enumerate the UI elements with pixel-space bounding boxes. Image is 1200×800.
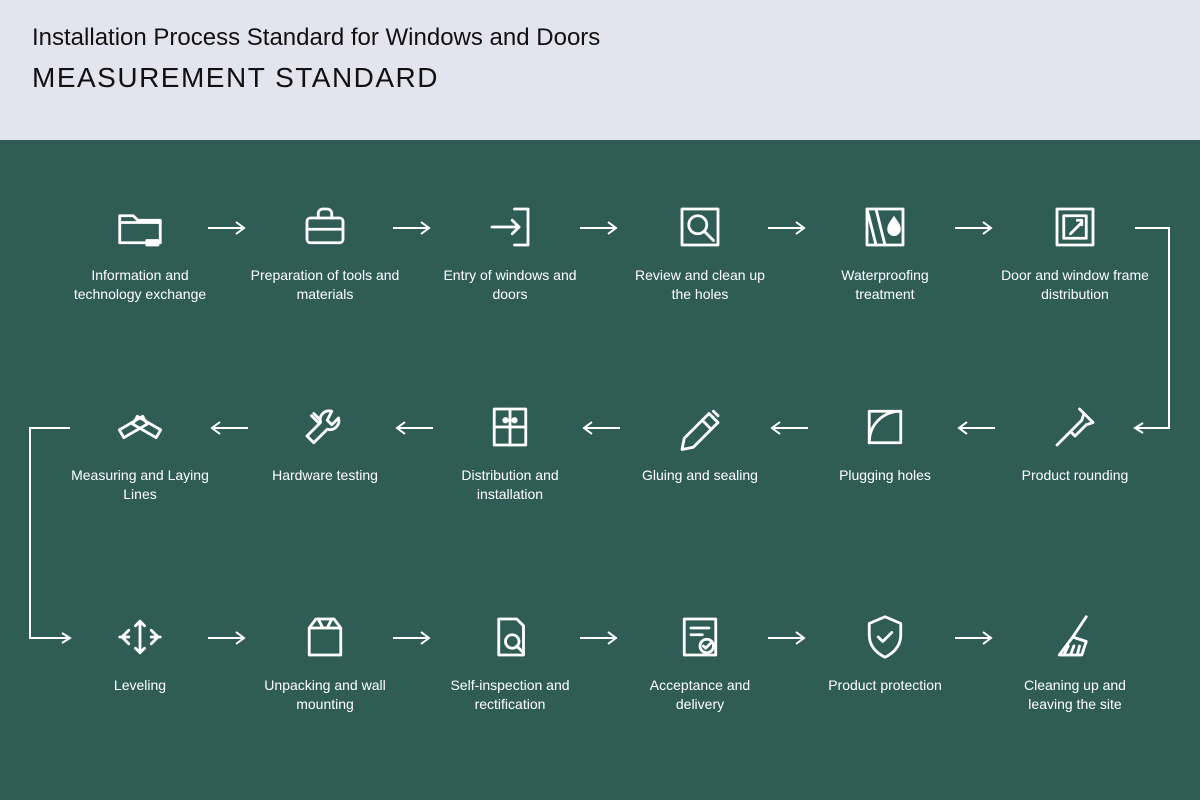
page-title: Installation Process Standard for Window… [32, 24, 1168, 52]
page-subtitle: MEASUREMENT STANDARD [32, 62, 1168, 94]
row-connector-left [0, 140, 1200, 800]
header: Installation Process Standard for Window… [0, 0, 1200, 140]
process-flowchart: Information and technology exchangePrepa… [0, 140, 1200, 800]
